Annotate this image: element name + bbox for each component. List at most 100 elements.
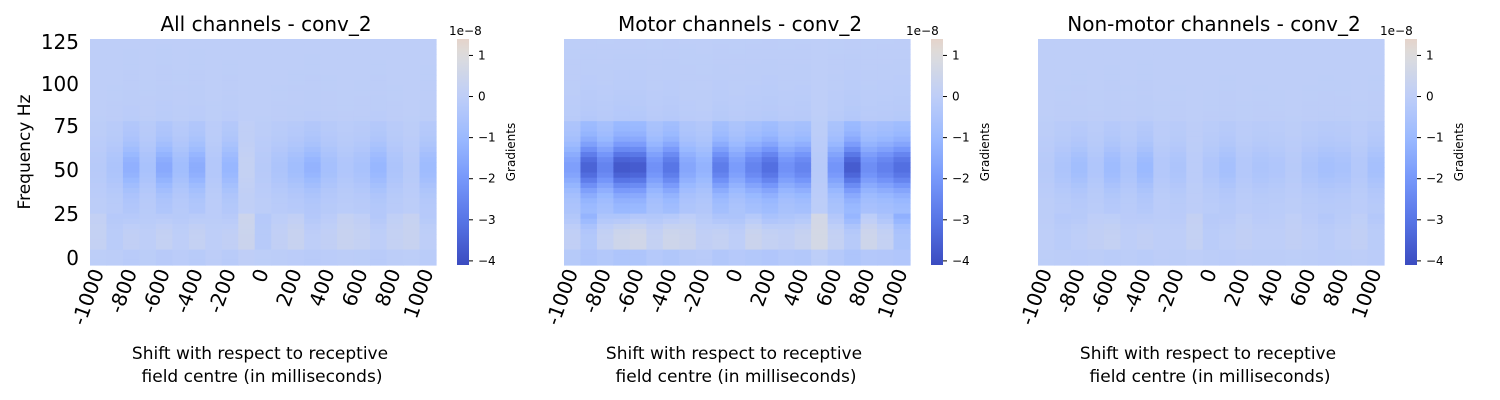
heatmap-cell <box>893 187 911 194</box>
heatmap-cell <box>1301 39 1319 45</box>
heatmap-cell <box>1367 239 1385 246</box>
heatmap-cell <box>353 141 371 148</box>
heatmap-cell <box>613 121 631 127</box>
heatmap-cell <box>1120 198 1138 204</box>
heatmap-cell <box>337 80 355 86</box>
heatmap-cell <box>695 223 713 230</box>
heatmap-cell <box>679 182 697 189</box>
heatmap-cell <box>419 54 437 61</box>
heatmap-cell <box>386 69 404 76</box>
heatmap-cell <box>122 121 141 127</box>
heatmap-cell <box>1103 121 1121 127</box>
heatmap-cell <box>1087 162 1105 169</box>
x-tick-label: 600 <box>337 266 373 310</box>
heatmap-cell <box>844 239 862 246</box>
heatmap-cell <box>139 146 157 153</box>
heatmap-cell <box>662 80 680 86</box>
heatmap-cell <box>172 105 190 112</box>
heatmap-cell <box>287 239 305 246</box>
heatmap-cell <box>1153 177 1171 184</box>
heatmap-cell <box>1087 90 1105 97</box>
heatmap-cell <box>155 213 173 220</box>
heatmap-cell <box>1186 146 1204 153</box>
heatmap-cell <box>122 116 141 122</box>
heatmap-cell <box>811 244 829 251</box>
heatmap-cell <box>1334 85 1352 91</box>
heatmap-cell <box>1153 157 1171 163</box>
heatmap-cell <box>1120 244 1138 251</box>
heatmap-cell <box>221 44 239 50</box>
heatmap-cell <box>1070 208 1089 215</box>
heatmap-cell <box>1367 172 1385 179</box>
heatmap-cell <box>205 152 223 158</box>
heatmap-cell <box>221 152 239 158</box>
heatmap-cell <box>271 193 289 199</box>
heatmap-cell <box>139 229 157 235</box>
heatmap-cell <box>1186 239 1204 246</box>
heatmap-cell <box>106 69 124 76</box>
heatmap-cell <box>1334 234 1352 240</box>
heatmap-cell <box>90 213 108 220</box>
heatmap-cell <box>728 157 746 163</box>
heatmap-cell <box>877 74 895 81</box>
heatmap-cell <box>596 244 615 251</box>
heatmap-cell <box>745 80 763 86</box>
heatmap-cell <box>370 44 388 50</box>
heatmap-cell <box>188 259 206 266</box>
heatmap-cell <box>1301 141 1319 148</box>
heatmap-cell <box>1367 259 1385 266</box>
heatmap-cell <box>712 110 730 117</box>
heatmap-cell <box>238 80 256 86</box>
heatmap-cell <box>893 49 911 56</box>
heatmap-cell <box>304 141 322 148</box>
heatmap-cell <box>370 187 388 194</box>
heatmap-cell <box>844 131 862 138</box>
heatmap-cell <box>1268 44 1286 50</box>
heatmap-cell <box>1367 187 1385 194</box>
heatmap-cell <box>1169 249 1187 256</box>
heatmap-cell <box>1038 126 1056 133</box>
heatmap-cell <box>1070 141 1089 148</box>
heatmap-cell <box>1054 223 1072 230</box>
heatmap-cell <box>662 95 680 102</box>
heatmap-cell <box>221 249 239 256</box>
heatmap-cell <box>353 223 371 230</box>
heatmap-cell <box>596 69 615 76</box>
heatmap-cell <box>662 198 680 204</box>
heatmap-cell <box>139 44 157 50</box>
heatmap-cell <box>1235 208 1253 215</box>
heatmap-cell <box>1169 90 1187 97</box>
heatmap-cell <box>1268 177 1286 184</box>
heatmap-cell <box>695 218 713 225</box>
heatmap-cell <box>155 121 173 127</box>
heatmap-cell <box>1367 146 1385 153</box>
heatmap-cell <box>1153 54 1171 61</box>
heatmap-cell <box>1367 234 1385 240</box>
heatmap-cell <box>1252 157 1270 163</box>
heatmap-cell <box>1054 74 1072 81</box>
heatmap-cell <box>877 208 895 215</box>
heatmap-cell <box>1285 167 1303 174</box>
heatmap-cell <box>1334 203 1352 210</box>
heatmap-cell <box>188 187 206 194</box>
heatmap-cell <box>1285 95 1303 102</box>
heatmap-cell <box>844 59 862 66</box>
heatmap-cell <box>254 121 272 127</box>
heatmap-cell <box>90 229 108 235</box>
heatmap-cell <box>646 100 664 107</box>
heatmap-cell <box>679 254 697 261</box>
heatmap-cell <box>811 223 829 230</box>
heatmap-cell <box>106 74 124 81</box>
heatmap-cell <box>287 162 305 169</box>
heatmap-cell <box>370 244 388 251</box>
heatmap-cell <box>646 74 664 81</box>
heatmap-cell <box>564 54 582 61</box>
heatmap-cell <box>761 254 779 261</box>
heatmap-cell <box>337 223 355 230</box>
heatmap-cell <box>403 218 421 225</box>
heatmap-cell <box>106 182 124 189</box>
heatmap-cell <box>712 95 730 102</box>
heatmap-cell <box>155 44 173 50</box>
heatmap-cell <box>679 146 697 153</box>
heatmap-cell <box>238 203 256 210</box>
